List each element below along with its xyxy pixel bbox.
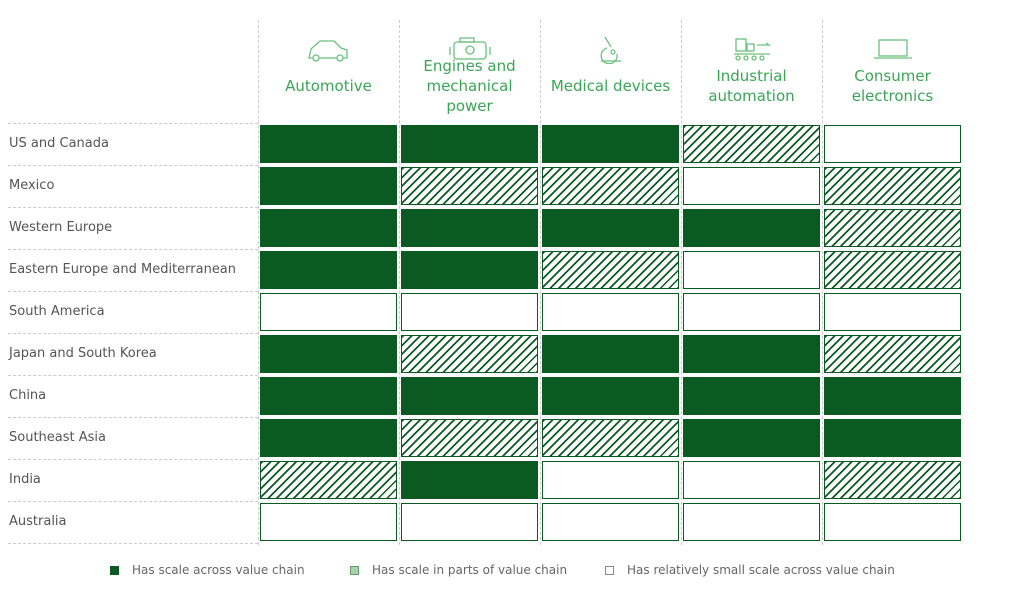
- cell: [824, 251, 961, 289]
- cell: [824, 503, 961, 541]
- cell: [401, 251, 538, 289]
- cell: [260, 503, 397, 541]
- row-label: Eastern Europe and Mediterranean: [9, 262, 237, 277]
- cell: [824, 461, 961, 499]
- cell: [260, 251, 397, 289]
- row-label: Western Europe: [9, 220, 113, 235]
- cell: [683, 167, 820, 205]
- row-label: Mexico: [9, 178, 55, 193]
- cell: [401, 335, 538, 373]
- cell: [683, 335, 820, 373]
- cell: [260, 377, 397, 415]
- row-label: Southeast Asia: [9, 430, 106, 445]
- cell: [683, 209, 820, 247]
- laptop-icon: [874, 39, 912, 59]
- cell: [824, 335, 961, 373]
- row-divider: [8, 291, 258, 292]
- cell: [824, 293, 961, 331]
- cell: [683, 251, 820, 289]
- cell: [683, 461, 820, 499]
- legend-swatch: [110, 566, 119, 575]
- cell: [260, 335, 397, 373]
- row-label: US and Canada: [9, 136, 109, 151]
- cell: [542, 419, 679, 457]
- cell: [260, 209, 397, 247]
- row-divider: [8, 123, 258, 124]
- cell: [542, 335, 679, 373]
- row-divider: [8, 375, 258, 376]
- row-divider: [8, 417, 258, 418]
- engine-icon: [449, 37, 491, 60]
- cell: [401, 293, 538, 331]
- car-icon: [308, 40, 348, 62]
- row-label: China: [9, 388, 47, 403]
- cell: [401, 461, 538, 499]
- column-divider: [822, 20, 823, 545]
- cell: [542, 377, 679, 415]
- column-divider: [540, 20, 541, 545]
- legend-swatch: [605, 566, 614, 575]
- row-divider: [8, 501, 258, 502]
- column-divider: [258, 20, 259, 545]
- cell: [542, 125, 679, 163]
- cell: [401, 503, 538, 541]
- cell: [824, 167, 961, 205]
- column-divider: [399, 20, 400, 545]
- cell: [260, 461, 397, 499]
- cell: [260, 125, 397, 163]
- cell: [260, 293, 397, 331]
- column-header: Automotive: [285, 77, 372, 95]
- cell: [401, 209, 538, 247]
- cell: [401, 377, 538, 415]
- cell: [683, 503, 820, 541]
- cell: [401, 419, 538, 457]
- cell: [542, 293, 679, 331]
- conveyor-icon: [734, 38, 772, 61]
- row-divider: [8, 459, 258, 460]
- legend-label: Has scale across value chain: [132, 563, 305, 577]
- cell: [542, 461, 679, 499]
- cell: [683, 419, 820, 457]
- row-label: India: [9, 472, 41, 487]
- cell: [683, 377, 820, 415]
- row-label: South America: [9, 304, 105, 319]
- cell: [401, 167, 538, 205]
- legend-label: Has scale in parts of value chain: [372, 563, 568, 577]
- cell: [824, 209, 961, 247]
- column-divider: [681, 20, 682, 545]
- row-divider: [8, 207, 258, 208]
- row-label: Australia: [9, 514, 67, 529]
- cell: [542, 209, 679, 247]
- cell: [542, 503, 679, 541]
- row-divider: [8, 165, 258, 166]
- cell: [542, 251, 679, 289]
- cell: [542, 167, 679, 205]
- cell: [824, 125, 961, 163]
- cell: [260, 167, 397, 205]
- cell: [260, 419, 397, 457]
- legend-label: Has relatively small scale across value …: [627, 563, 895, 577]
- row-label: Japan and South Korea: [9, 346, 157, 361]
- column-header: Medical devices: [550, 77, 671, 95]
- row-divider: [8, 543, 258, 544]
- cell: [824, 377, 961, 415]
- column-header: Consumer electronics: [851, 67, 934, 105]
- microscope-icon: [600, 36, 621, 64]
- column-header: Engines and mechanical power: [423, 57, 516, 115]
- row-divider: [8, 333, 258, 334]
- legend-swatch: [350, 566, 359, 575]
- cell: [683, 293, 820, 331]
- column-header: Industrial automation: [708, 67, 795, 105]
- cell: [401, 125, 538, 163]
- cell: [683, 125, 820, 163]
- cell: [824, 419, 961, 457]
- row-divider: [8, 249, 258, 250]
